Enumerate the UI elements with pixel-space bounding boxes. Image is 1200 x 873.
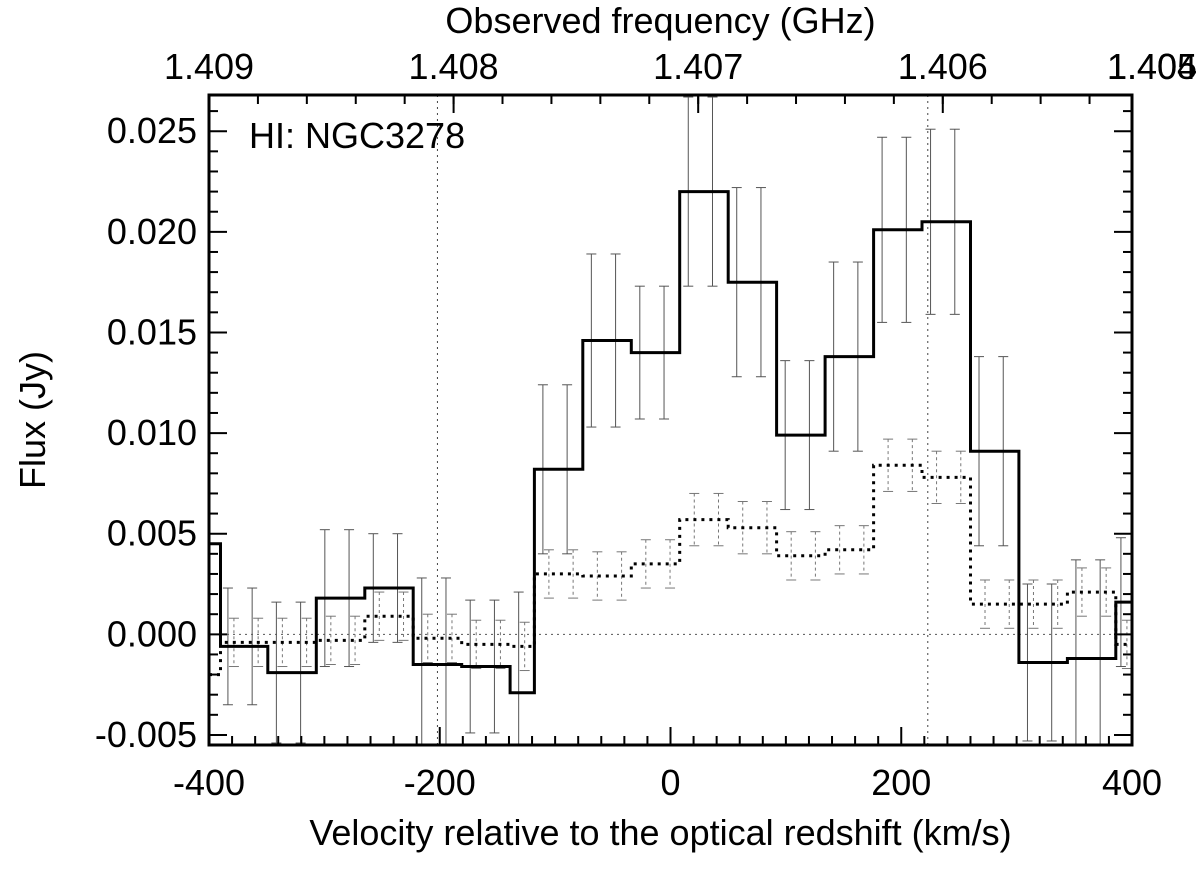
comparison-error-bar xyxy=(374,591,385,641)
top-tick-label: 1.404 xyxy=(1107,46,1197,87)
y-tick-label: 0.025 xyxy=(107,110,197,151)
comparison-error-bar xyxy=(325,615,336,666)
x-tick-label: 200 xyxy=(871,762,931,803)
spectrum-error-bar xyxy=(1095,559,1106,745)
comparison-error-bar xyxy=(858,525,869,575)
comparison-error-bar xyxy=(834,525,845,575)
comparison-error-bar xyxy=(786,531,797,581)
comparison-error-bar xyxy=(1052,579,1063,629)
comparison-error-bar xyxy=(350,615,361,666)
y-tick-label: 0.015 xyxy=(107,311,197,352)
y-tick-label: 0.020 xyxy=(107,211,197,252)
top-tick-label: 1.408 xyxy=(409,46,499,87)
y-axis-label: Flux (Jy) xyxy=(12,351,53,489)
top-tick-label: 1.407 xyxy=(653,46,743,87)
x-tick-label: 0 xyxy=(660,762,680,803)
comparison-error-bar xyxy=(1004,579,1015,629)
vertical-marker-group xyxy=(436,95,929,745)
comparison-error-bar xyxy=(568,549,579,599)
y-tick-label: 0.000 xyxy=(107,613,197,654)
comparison-error-bar xyxy=(519,621,530,672)
comparison-error-bar xyxy=(665,539,676,589)
comparison-error-bar xyxy=(931,450,942,505)
spectrum-error-bar xyxy=(440,577,451,745)
y-tick-label: 0.005 xyxy=(107,513,197,554)
error-bar-group xyxy=(222,96,1132,745)
comparison-error-bar xyxy=(422,613,433,663)
comparison-error-bar xyxy=(1121,619,1132,670)
top-tick-label: 1.406 xyxy=(898,46,988,87)
spectrum-error-bar xyxy=(1070,559,1081,745)
y-tick-label: -0.005 xyxy=(95,714,197,755)
spectrum-error-bar xyxy=(416,577,427,745)
x-axis-label: Velocity relative to the optical redshif… xyxy=(309,812,1011,853)
comparison-error-bar xyxy=(446,613,457,663)
y-tick-label: 0.010 xyxy=(107,412,197,453)
x-tick-label: -200 xyxy=(404,762,476,803)
top-axis-label: Observed frequency (GHz) xyxy=(445,0,875,41)
galaxy-annotation: HI: NGC3278 xyxy=(249,115,465,156)
tick-group xyxy=(208,95,1133,745)
x-tick-label: 400 xyxy=(1102,762,1162,803)
comparison-error-bar xyxy=(640,539,651,589)
top-tick-label: 1.409 xyxy=(164,46,254,87)
comparison-error-bar xyxy=(592,551,603,601)
spectrum-error-bar xyxy=(513,591,524,745)
plot-frame xyxy=(207,93,1134,747)
comparison-error-bar xyxy=(980,579,991,629)
comparison-error-bar xyxy=(616,551,627,601)
series-group xyxy=(209,190,1132,695)
comparison-error-bar xyxy=(398,591,409,641)
top-tick-label: 1.405 xyxy=(1107,46,1197,87)
comparison-error-bar xyxy=(955,450,966,505)
x-tick-label: -400 xyxy=(173,762,245,803)
comparison-error-bar xyxy=(543,549,554,599)
hi-spectrum-line xyxy=(209,190,1132,695)
comparison-error-bar xyxy=(810,531,821,581)
comparison-error-bar xyxy=(1028,579,1039,629)
tick-label-group: -400 -200 0 200 400 -0.005 0.000 0.005 0.010 0.01… xyxy=(95,46,1197,803)
comparison-spectrum-line xyxy=(209,463,1132,677)
